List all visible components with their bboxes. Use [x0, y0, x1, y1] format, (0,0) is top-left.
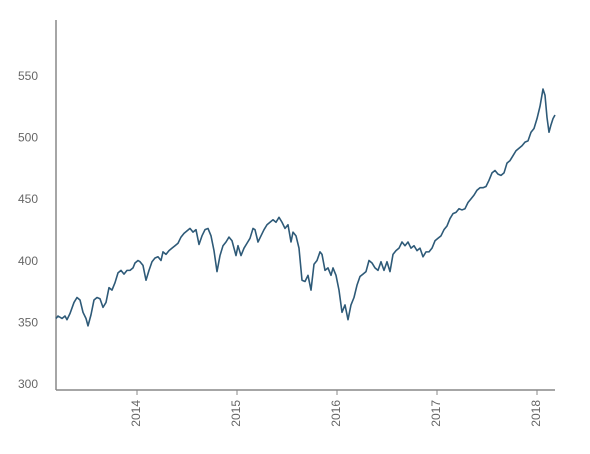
- y-tick-label: 400: [18, 254, 38, 268]
- y-tick-label: 500: [18, 131, 38, 145]
- data-line: [55, 88, 556, 327]
- y-tick-label: 350: [18, 316, 38, 330]
- y-tick-label: 550: [18, 69, 38, 83]
- x-tick-label: 2016: [329, 400, 343, 427]
- x-tick-label: 2015: [229, 400, 243, 427]
- y-tick-label: 300: [18, 377, 38, 391]
- x-tick-label: 2017: [429, 400, 443, 427]
- x-tick-label: 2014: [129, 400, 143, 427]
- x-tick-label: 2018: [529, 400, 543, 427]
- y-tick-label: 450: [18, 192, 38, 206]
